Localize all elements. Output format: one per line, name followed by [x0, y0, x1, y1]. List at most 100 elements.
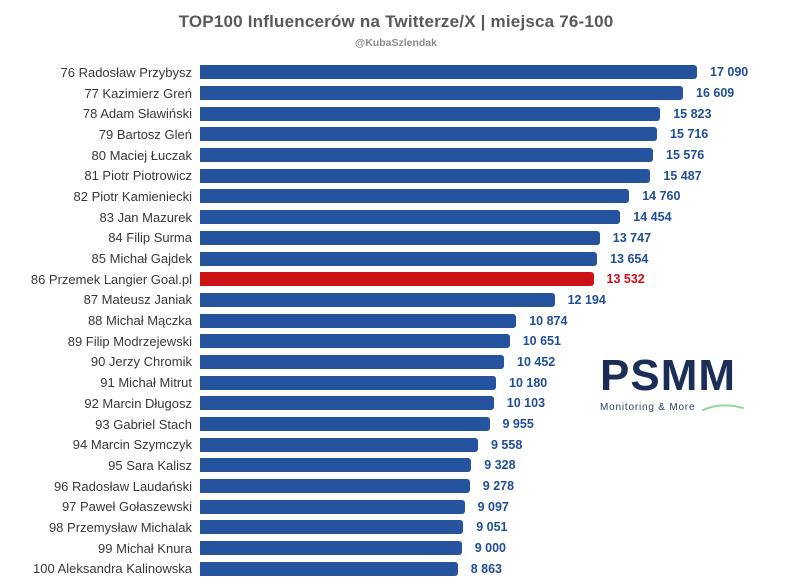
chart-row: 98 Przemysław Michalak 9 051 [0, 517, 792, 538]
value-label: 16 609 [696, 86, 735, 101]
chart-row: 84 Filip Surma 13 747 [0, 228, 792, 249]
chart-row: 87 Mateusz Janiak 12 194 [0, 290, 792, 311]
bar-track: 9 278 [200, 479, 792, 494]
chart-row: 76 Radosław Przybysz 17 090 [0, 62, 792, 83]
category-label: 97 Paweł Gołaszewski [61, 499, 192, 515]
value-label: 9 097 [477, 499, 509, 514]
value-label: 15 487 [663, 168, 702, 183]
bar [200, 168, 651, 183]
category-label: 93 Gabriel Stach [95, 416, 192, 432]
value-label: 15 716 [670, 127, 709, 142]
category-label: 84 Filip Surma [108, 230, 192, 246]
bar [200, 65, 697, 80]
category-label: 76 Radosław Przybysz [60, 64, 193, 80]
bar-track: 10 180 [200, 375, 792, 390]
bar-track: 9 558 [200, 437, 792, 452]
value-label: 8 863 [470, 561, 502, 576]
bar-track: 10 651 [200, 334, 792, 349]
bar [200, 437, 478, 452]
chart-row: 97 Paweł Gołaszewski 9 097 [0, 496, 792, 517]
bar-track: 13 747 [200, 230, 792, 245]
value-label: 10 874 [529, 313, 568, 328]
bar [200, 499, 465, 514]
chart-subtitle: @KubaSzlendak [354, 37, 437, 49]
bar [200, 334, 510, 349]
category-label: 80 Maciej Łuczak [91, 147, 192, 163]
bar-track: 15 576 [200, 148, 792, 163]
bar [200, 189, 630, 204]
bar [200, 375, 496, 390]
value-label: 10 180 [509, 375, 548, 390]
bar [200, 354, 504, 369]
category-label: 99 Michał Knura [98, 540, 192, 556]
chart-row: 86 Przemek Langier Goal.pl 13 532 [0, 269, 792, 290]
chart-row: 77 Kazimierz Greń 16 609 [0, 83, 792, 104]
bar [200, 106, 661, 121]
chart-row: 95 Sara Kalisz 9 328 [0, 455, 792, 476]
swoosh-icon [702, 404, 745, 411]
chart-row: 91 Michał Mitrut 10 180 [0, 372, 792, 393]
bar [200, 520, 464, 535]
value-label: 13 747 [612, 230, 652, 245]
chart-row: 88 Michał Mączka 10 874 [0, 310, 792, 331]
psmm-logo-tagline: Monitoring & More [600, 401, 696, 413]
bar [200, 561, 458, 576]
category-label: 92 Marcin Długosz [84, 395, 192, 411]
bar-track: 10 874 [200, 313, 792, 328]
bar-track: 9 328 [200, 458, 792, 473]
value-label: 13 532 [606, 272, 645, 287]
value-label: 10 651 [522, 334, 561, 349]
category-label: 82 Piotr Kamieniecki [73, 188, 193, 204]
category-label: 81 Piotr Piotrowicz [84, 168, 192, 184]
bar-track: 15 487 [200, 168, 792, 183]
bar-track: 12 194 [200, 292, 792, 307]
category-label: 85 Michał Gajdek [91, 251, 192, 267]
value-label: 10 103 [506, 396, 546, 411]
bar [200, 313, 517, 328]
bar-track: 15 716 [200, 127, 792, 142]
bar [200, 86, 683, 101]
bar [200, 148, 653, 163]
bar [200, 458, 472, 473]
bar [200, 417, 490, 432]
chart-row: 85 Michał Gajdek 13 654 [0, 248, 792, 269]
value-label: 13 654 [610, 251, 649, 266]
chart-row: 99 Michał Knura 9 000 [0, 538, 792, 559]
bar-chart: 76 Radosław Przybysz 17 090 77 Kazimierz G… [0, 62, 792, 580]
chart-title: TOP100 Influencerów na Twitterze/X | mie… [178, 12, 614, 31]
chart-row: 92 Marcin Długosz 10 103 [0, 393, 792, 414]
chart-row: 93 Gabriel Stach 9 955 [0, 414, 792, 435]
bar-track: 14 454 [200, 210, 792, 225]
bar-rows: 76 Radosław Przybysz 17 090 77 Kazimierz G… [0, 62, 792, 579]
value-label: 10 452 [517, 354, 556, 369]
bar [200, 127, 657, 142]
psmm-logo-text: PSMM [600, 351, 736, 400]
bar-track: 17 090 [200, 65, 792, 80]
bar-track: 15 823 [200, 106, 792, 121]
bar-track: 9 051 [200, 520, 792, 535]
category-label: 79 Bartosz Gleń [98, 126, 192, 142]
category-label: 86 Przemek Langier Goal.pl [30, 271, 192, 287]
value-label: 9 000 [474, 541, 506, 556]
chart-row: 78 Adam Sławiński 15 823 [0, 103, 792, 124]
category-label: 78 Adam Sławiński [82, 106, 192, 122]
bar-track: 13 654 [200, 251, 792, 266]
chart-row: 100 Aleksandra Kalinowska 8 863 [0, 559, 792, 580]
chart-row: 89 Filip Modrzejewski 10 651 [0, 331, 792, 352]
chart-row: 82 Piotr Kamieniecki 14 760 [0, 186, 792, 207]
bar-track: 16 609 [200, 86, 792, 101]
value-label: 9 955 [502, 417, 534, 432]
bar [200, 230, 600, 245]
chart-row: 90 Jerzy Chromik 10 452 [0, 352, 792, 373]
value-label: 9 051 [476, 520, 508, 535]
category-label: 90 Jerzy Chromik [90, 354, 192, 370]
chart-row: 81 Piotr Piotrowicz 15 487 [0, 165, 792, 186]
value-label: 15 576 [666, 148, 705, 163]
bar [200, 396, 494, 411]
value-label: 9 328 [484, 458, 516, 473]
value-label: 14 760 [642, 189, 681, 204]
category-label: 95 Sara Kalisz [108, 457, 192, 473]
category-label: 83 Jan Mazurek [99, 209, 193, 225]
category-label: 98 Przemysław Michalak [48, 519, 192, 535]
